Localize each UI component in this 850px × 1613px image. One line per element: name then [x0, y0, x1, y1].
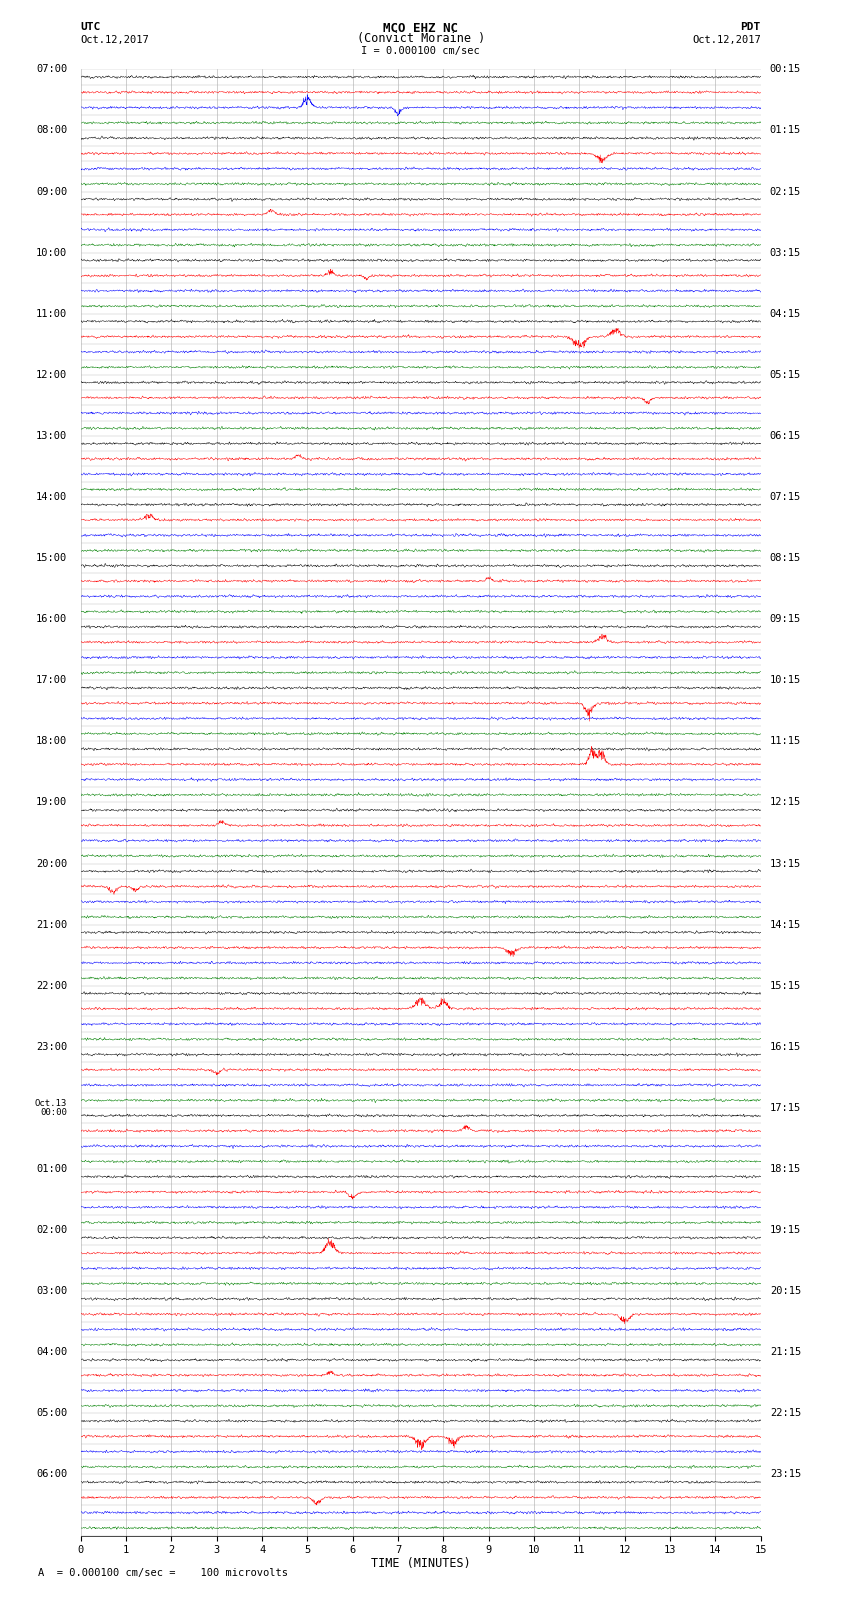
Text: 15:00: 15:00 — [36, 553, 67, 563]
Text: 10:00: 10:00 — [36, 248, 67, 258]
Text: 14:00: 14:00 — [36, 492, 67, 502]
Text: 11:00: 11:00 — [36, 308, 67, 319]
Text: 16:15: 16:15 — [770, 1042, 801, 1052]
Text: I = 0.000100 cm/sec: I = 0.000100 cm/sec — [361, 47, 480, 56]
Text: 16:00: 16:00 — [36, 615, 67, 624]
Text: 12:15: 12:15 — [770, 797, 801, 808]
Text: 02:15: 02:15 — [770, 187, 801, 197]
Text: 11:15: 11:15 — [770, 737, 801, 747]
Text: 10:15: 10:15 — [770, 676, 801, 686]
Text: 19:15: 19:15 — [770, 1226, 801, 1236]
Text: 23:15: 23:15 — [770, 1469, 801, 1479]
Text: Oct.13
00:00: Oct.13 00:00 — [35, 1098, 67, 1116]
Text: 08:00: 08:00 — [36, 126, 67, 135]
Text: UTC: UTC — [81, 23, 101, 32]
X-axis label: TIME (MINUTES): TIME (MINUTES) — [371, 1557, 471, 1569]
Text: PDT: PDT — [740, 23, 761, 32]
Text: 07:00: 07:00 — [36, 65, 67, 74]
Text: 05:15: 05:15 — [770, 369, 801, 379]
Text: 04:00: 04:00 — [36, 1347, 67, 1357]
Text: 01:00: 01:00 — [36, 1165, 67, 1174]
Text: 20:15: 20:15 — [770, 1286, 801, 1297]
Text: 17:00: 17:00 — [36, 676, 67, 686]
Text: 18:00: 18:00 — [36, 737, 67, 747]
Text: 19:00: 19:00 — [36, 797, 67, 808]
Text: 03:00: 03:00 — [36, 1286, 67, 1297]
Text: Oct.12,2017: Oct.12,2017 — [692, 35, 761, 45]
Text: 17:15: 17:15 — [770, 1103, 801, 1113]
Text: A  = 0.000100 cm/sec =    100 microvolts: A = 0.000100 cm/sec = 100 microvolts — [38, 1568, 288, 1578]
Text: 01:15: 01:15 — [770, 126, 801, 135]
Text: 21:00: 21:00 — [36, 919, 67, 929]
Text: 15:15: 15:15 — [770, 981, 801, 990]
Text: 12:00: 12:00 — [36, 369, 67, 379]
Text: 23:00: 23:00 — [36, 1042, 67, 1052]
Text: 13:15: 13:15 — [770, 858, 801, 868]
Text: 13:00: 13:00 — [36, 431, 67, 440]
Text: (Convict Moraine ): (Convict Moraine ) — [357, 32, 484, 45]
Text: 22:00: 22:00 — [36, 981, 67, 990]
Text: 04:15: 04:15 — [770, 308, 801, 319]
Text: 05:00: 05:00 — [36, 1408, 67, 1418]
Text: 02:00: 02:00 — [36, 1226, 67, 1236]
Text: 06:15: 06:15 — [770, 431, 801, 440]
Text: 14:15: 14:15 — [770, 919, 801, 929]
Text: 09:00: 09:00 — [36, 187, 67, 197]
Text: Oct.12,2017: Oct.12,2017 — [81, 35, 150, 45]
Text: 20:00: 20:00 — [36, 858, 67, 868]
Text: 22:15: 22:15 — [770, 1408, 801, 1418]
Text: MCO EHZ NC: MCO EHZ NC — [383, 21, 458, 35]
Text: 08:15: 08:15 — [770, 553, 801, 563]
Text: 03:15: 03:15 — [770, 248, 801, 258]
Text: 07:15: 07:15 — [770, 492, 801, 502]
Text: 00:15: 00:15 — [770, 65, 801, 74]
Text: 09:15: 09:15 — [770, 615, 801, 624]
Text: 21:15: 21:15 — [770, 1347, 801, 1357]
Text: 18:15: 18:15 — [770, 1165, 801, 1174]
Text: 06:00: 06:00 — [36, 1469, 67, 1479]
